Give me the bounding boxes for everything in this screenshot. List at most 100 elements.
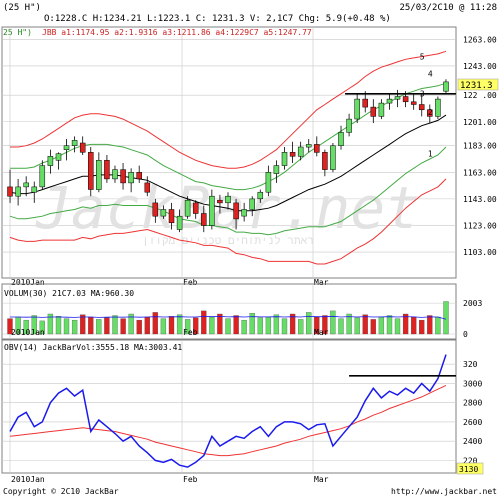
volume-bar	[265, 316, 272, 335]
price-tick-label: 1183.00	[463, 142, 497, 151]
price-panel: JackBar.net ראתר לניתוחים טכניים מקוון 1…	[1, 26, 499, 287]
candle-body	[346, 118, 352, 133]
candle-body	[354, 98, 360, 120]
volume-bar	[289, 313, 296, 335]
volume-bar	[176, 314, 183, 335]
volume-bar	[273, 314, 280, 335]
volume-bar	[427, 315, 433, 335]
candle-body	[427, 109, 433, 117]
candle-body	[144, 182, 151, 193]
candle-body	[63, 145, 70, 150]
candle-body	[128, 172, 134, 184]
candle-body	[322, 152, 328, 170]
volume-bar	[193, 317, 199, 335]
obv-lines	[9, 354, 456, 468]
candle-body	[120, 169, 126, 184]
candle-body	[330, 145, 336, 170]
price-grid	[2, 27, 456, 278]
volume-bar	[443, 301, 449, 335]
obv-month-label: Feb	[183, 475, 198, 484]
volume-bars	[7, 301, 449, 335]
candle-body	[136, 172, 142, 180]
volume-bar	[80, 314, 86, 335]
volume-bar	[96, 319, 102, 335]
volume-bar	[241, 319, 247, 335]
volume-panel-frame	[1, 283, 457, 340]
volume-bar	[112, 315, 118, 335]
price-month-label: 2010Jan	[11, 278, 45, 287]
candle-body	[378, 102, 385, 117]
obv-label: OBV(14) JackBarVol:3555.18 MA:3003.41	[4, 343, 182, 352]
candle-body	[192, 202, 199, 214]
volume-bar	[55, 316, 62, 335]
obv-ma-line	[9, 384, 447, 457]
bb-outer-lower-line	[9, 178, 447, 265]
url-label[interactable]: http://www.jackbar.net	[391, 487, 497, 496]
candle-body	[297, 146, 304, 157]
obv-axis: 320 3000 2800 2600 2400 220	[463, 360, 482, 465]
obv-month-label: Mar	[314, 475, 329, 484]
obv-tick-label: 2400	[463, 437, 482, 446]
candlesticks	[7, 79, 456, 233]
volume-bar	[354, 317, 360, 335]
volume-bar	[298, 319, 304, 335]
volume-bar	[338, 318, 344, 335]
volume-bar	[7, 318, 13, 335]
candle-body	[314, 144, 320, 153]
obv-month-label: 2010Jan	[11, 475, 45, 484]
price-panel-frame	[1, 26, 457, 279]
volume-bar	[144, 316, 150, 335]
volume-bar	[184, 319, 191, 335]
candle-body	[394, 96, 401, 100]
volume-bar	[225, 318, 231, 335]
candle-body	[96, 160, 102, 190]
volume-bar	[47, 313, 54, 335]
volume-month-label: 2010Jan	[11, 328, 45, 337]
candle-body	[386, 98, 393, 104]
volume-bar	[23, 319, 29, 335]
volume-bar	[136, 319, 142, 335]
volume-month-label: Mar	[314, 328, 329, 337]
bb-info-label: 25 H")	[3, 28, 32, 37]
candle-body	[15, 186, 21, 197]
candle-body	[152, 202, 159, 217]
obv-panel: OBV(14) JackBarVol:3555.18 MA:3003.41 32…	[1, 339, 484, 484]
volume-bar	[152, 312, 158, 335]
candle-body	[209, 195, 215, 226]
volume-bar	[120, 318, 126, 335]
candle-body	[233, 202, 239, 220]
price-tick-label: 1163.00	[463, 168, 497, 177]
watermark-subtext: ראתר לניתוחים טכניים מקוון	[142, 234, 314, 247]
volume-bar	[330, 310, 336, 335]
wave-label: 1	[428, 149, 433, 158]
candle-body	[7, 186, 13, 197]
volume-bar	[88, 316, 94, 335]
candle-body	[71, 140, 78, 146]
volume-bar	[257, 317, 263, 335]
obv-tick-label: 220	[463, 456, 478, 465]
wave-label: 3	[420, 89, 425, 98]
price-tick-label: 1263.00	[463, 35, 497, 44]
volume-bar	[201, 310, 207, 335]
candle-body	[281, 152, 288, 166]
obv-tick-label: 3000	[463, 379, 482, 388]
candle-body	[273, 165, 280, 174]
volume-bar	[411, 316, 417, 335]
candle-body	[79, 142, 86, 153]
volume-tick-label: 0	[463, 330, 468, 339]
price-tick-label: 1201.00	[463, 118, 497, 127]
volume-axis: 2003 0	[463, 299, 482, 339]
obv-grid	[2, 340, 456, 473]
volume-bar	[306, 312, 312, 335]
candle-body	[265, 172, 272, 193]
price-tick-label: 1243.00	[463, 62, 497, 71]
volume-bar	[233, 315, 239, 335]
volume-tick-label: 2003	[463, 299, 482, 308]
volume-bar	[71, 319, 78, 335]
volume-bar	[378, 316, 385, 335]
candle-body	[184, 199, 191, 217]
price-axis: 1263.00 1243.00 122 .00 1201.00 1183.00 1163.…	[463, 35, 497, 257]
obv-tick-label: 320	[463, 360, 478, 369]
price-tick-label: 1123.00	[463, 221, 497, 230]
